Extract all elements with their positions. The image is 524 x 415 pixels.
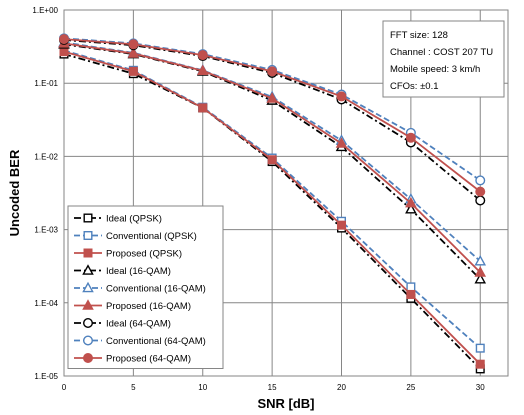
y-tick-label: 1.E-04 <box>34 299 58 308</box>
legend-marker-ideal-qpsk <box>83 213 93 223</box>
y-tick-label: 1.E-02 <box>34 152 58 161</box>
legend-label-conventional-16-qam: Conventional (16-QAM) <box>106 284 206 295</box>
y-axis-title: Uncoded BER <box>7 149 22 236</box>
annotation-fft-size: FFT size: 128 <box>390 30 448 41</box>
annotation-mobile-speed: Mobile speed: 3 km/h <box>390 64 480 75</box>
data-point-proposed-qpsk <box>337 220 347 230</box>
y-tick-label: 1.E+00 <box>32 6 58 15</box>
data-point-proposed-16-qam <box>266 92 278 103</box>
legend-label-ideal-qpsk: Ideal (QPSK) <box>106 214 162 225</box>
data-point-proposed-64-qam <box>267 66 278 77</box>
x-tick-label: 20 <box>337 383 346 392</box>
data-point-proposed-64-qam <box>405 132 416 143</box>
data-point-conventional-qpsk <box>406 282 416 292</box>
legend-label-conventional-64-qam: Conventional (64-QAM) <box>106 336 206 347</box>
tick-labels: 1.E-05 1.E-04 1.E-03 1.E-02 1.E-01 1.E+00 0 5 10… <box>32 6 485 392</box>
legend-marker-ideal-16-qam <box>82 264 94 275</box>
data-point-proposed-64-qam <box>59 34 70 45</box>
legend-marker-proposed-16-qam <box>82 299 94 310</box>
legend-label-conventional-qpsk: Conventional (QPSK) <box>106 231 197 242</box>
data-point-proposed-qpsk <box>59 47 69 57</box>
series-proposed-64-qam <box>59 34 486 197</box>
data-point-proposed-64-qam <box>197 50 208 61</box>
x-tick-label: 0 <box>62 383 67 392</box>
annotation-cfos: CFOs: ±0.1 <box>390 81 439 92</box>
x-axis-title: SNR [dB] <box>257 396 314 411</box>
data-point-proposed-qpsk <box>128 66 138 76</box>
legend-marker-ideal-64-qam <box>82 318 93 329</box>
data-point-ideal-64-qam <box>475 195 486 206</box>
x-tick-label: 5 <box>131 383 136 392</box>
legend-label-proposed-16-qam: Proposed (16-QAM) <box>106 301 191 312</box>
data-point-conventional-qpsk <box>475 343 485 353</box>
legend-marker-proposed-64-qam <box>82 353 93 364</box>
data-point-proposed-64-qam <box>128 39 139 50</box>
x-tick-label: 15 <box>268 383 277 392</box>
legend-label-ideal-16-qam: Ideal (16-QAM) <box>106 266 171 277</box>
data-point-proposed-qpsk <box>406 289 416 299</box>
legend-label-proposed-64-qam: Proposed (64-QAM) <box>106 354 191 365</box>
data-point-proposed-qpsk <box>475 359 485 369</box>
y-tick-label: 1.E-01 <box>34 79 58 88</box>
data-point-proposed-qpsk <box>267 155 277 165</box>
annotation-channel: Channel : COST 207 TU <box>390 47 493 58</box>
data-point-proposed-16-qam <box>196 64 209 76</box>
data-point-conventional-64-qam <box>475 175 486 186</box>
data-point-proposed-16-qam <box>127 47 140 58</box>
data-point-ideal-16-qam <box>405 202 417 214</box>
legend-marker-conventional-64-qam <box>82 335 93 346</box>
series-proposed-16-qam <box>58 37 487 277</box>
legend: Ideal (QPSK) Conventional (QPSK) Proposed … <box>67 205 224 369</box>
parameters-box-frame <box>382 20 505 98</box>
y-tick-label: 1.E-05 <box>34 372 58 381</box>
data-point-proposed-16-qam <box>335 137 348 148</box>
legend-marker-conventional-16-qam <box>82 281 94 293</box>
x-tick-label: 30 <box>476 383 485 392</box>
plot-area <box>63 9 509 377</box>
data-point-ideal-16-qam <box>474 272 487 284</box>
data-point-conventional-16-qam <box>474 254 487 266</box>
data-point-proposed-64-qam <box>336 91 347 102</box>
data-point-proposed-qpsk <box>198 103 208 113</box>
y-tick-label: 1.E-03 <box>34 226 58 235</box>
x-tick-label: 25 <box>406 383 415 392</box>
x-tick-label: 10 <box>198 383 207 392</box>
data-point-proposed-16-qam <box>474 266 487 277</box>
legend-label-ideal-64-qam: Ideal (64-QAM) <box>106 319 171 330</box>
data-point-proposed-16-qam <box>405 196 417 208</box>
legend-label-proposed-qpsk: Proposed (QPSK) <box>106 249 182 260</box>
legend-marker-conventional-qpsk <box>83 230 93 240</box>
legend-marker-proposed-qpsk <box>83 248 93 258</box>
parameters-box: FFT size: 128 Channel : COST 207 TU Mobi… <box>382 20 505 98</box>
series-layer <box>58 33 487 374</box>
data-point-proposed-64-qam <box>475 186 486 197</box>
